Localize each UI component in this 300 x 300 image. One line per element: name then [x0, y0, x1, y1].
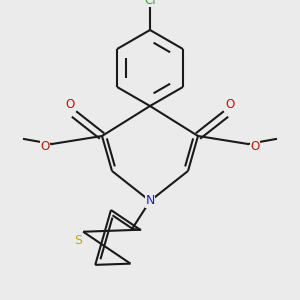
Text: N: N — [145, 194, 155, 208]
Text: O: O — [250, 140, 260, 152]
Text: S: S — [74, 234, 82, 247]
Text: O: O — [225, 98, 235, 112]
Text: O: O — [65, 98, 75, 112]
Text: O: O — [40, 140, 50, 152]
Text: Cl: Cl — [144, 0, 156, 7]
